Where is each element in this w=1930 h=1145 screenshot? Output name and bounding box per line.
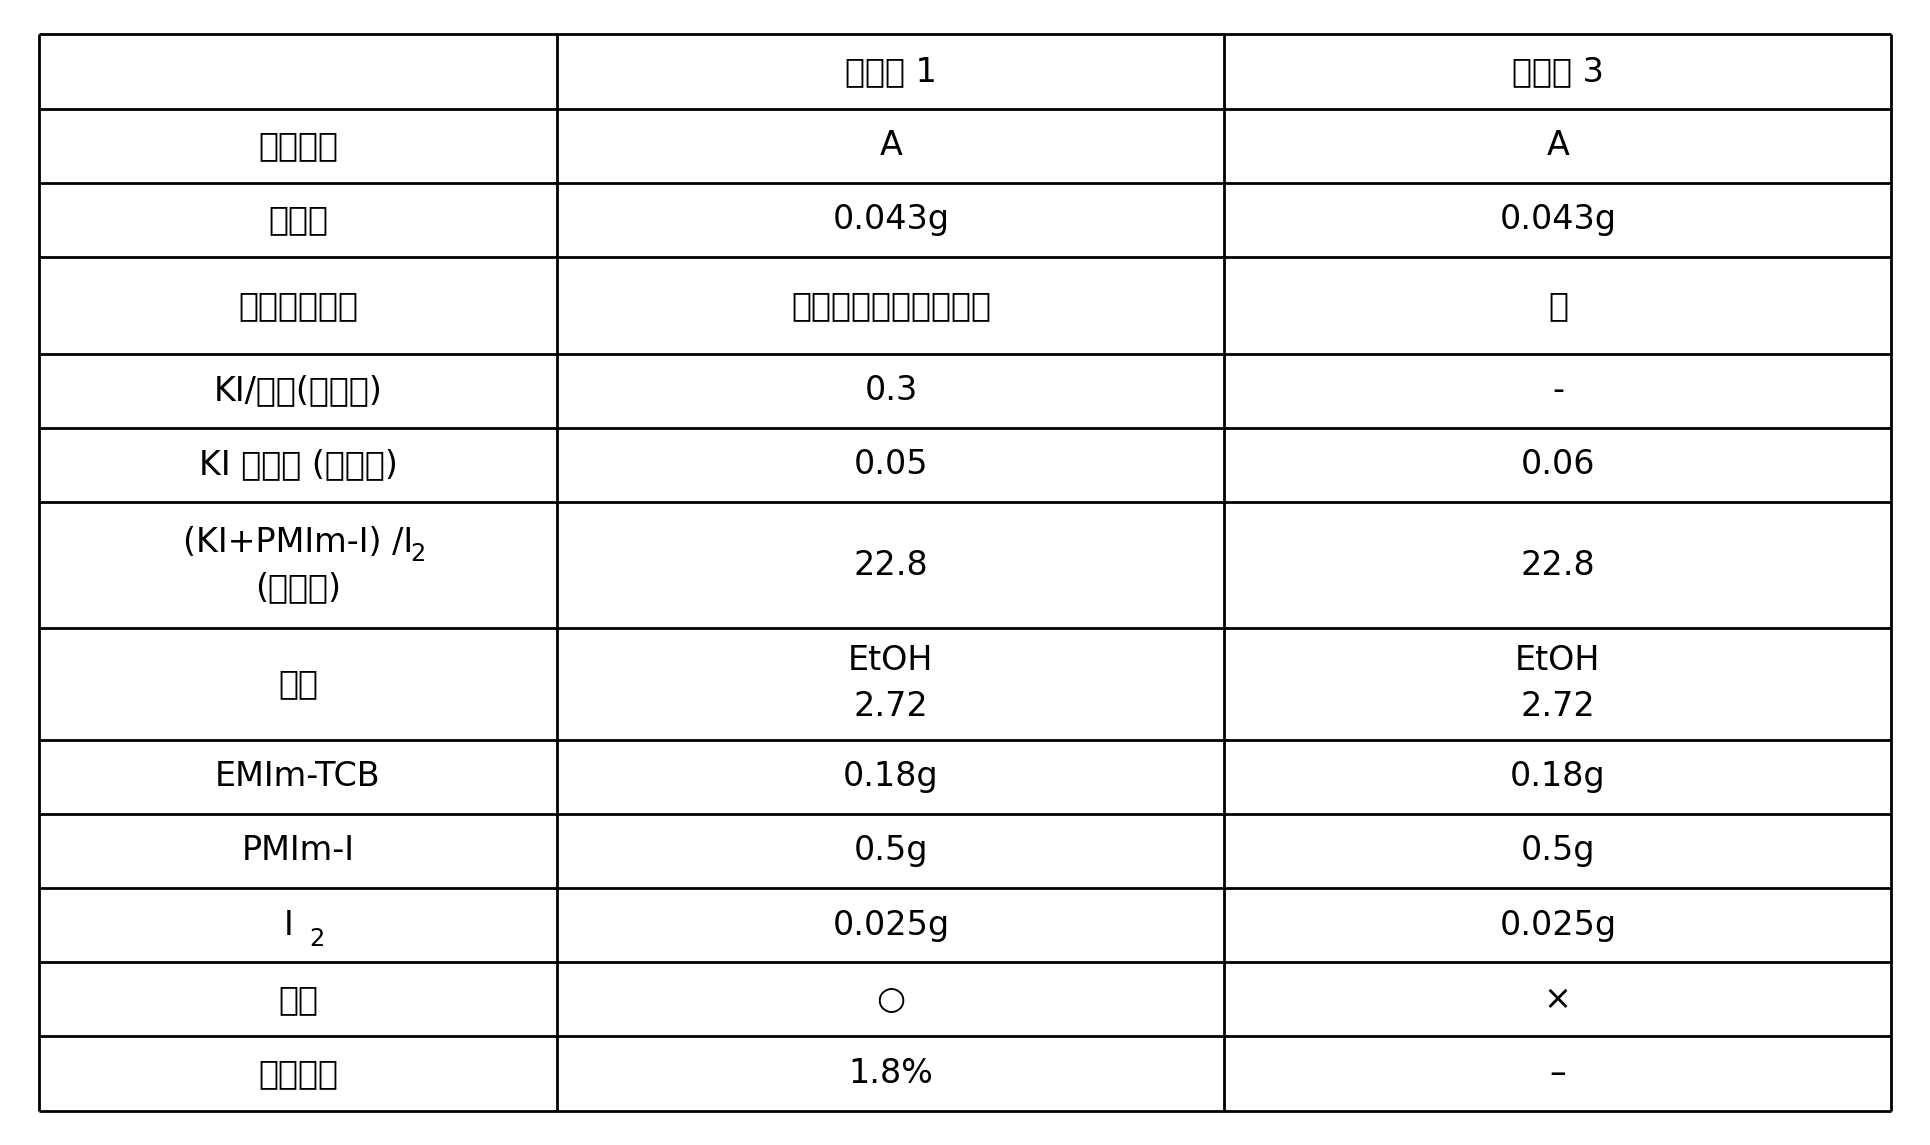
Text: 0.05: 0.05 — [853, 449, 928, 481]
Text: 溶剂: 溶剂 — [278, 668, 318, 701]
Text: KI/树脂(重量比): KI/树脂(重量比) — [214, 374, 382, 408]
Text: EMIm-TCB: EMIm-TCB — [214, 760, 380, 793]
Text: 碰化钓: 碰化钓 — [268, 204, 328, 236]
Text: 0.18g: 0.18g — [1509, 760, 1606, 793]
Text: 比较例 3: 比较例 3 — [1511, 55, 1604, 88]
Text: 制造方法: 制造方法 — [259, 129, 338, 163]
Text: 转换效率: 转换效率 — [259, 1057, 338, 1090]
Text: ○: ○ — [876, 982, 905, 1016]
Text: 0.025g: 0.025g — [1500, 909, 1617, 941]
Text: 1.8%: 1.8% — [849, 1057, 934, 1090]
Text: –: – — [1550, 1057, 1567, 1090]
Text: A: A — [1546, 129, 1569, 163]
Text: 0.06: 0.06 — [1521, 449, 1596, 481]
Text: 阳离子型纤维素衍生物: 阳离子型纤维素衍生物 — [791, 289, 990, 322]
Text: 实施例 1: 实施例 1 — [845, 55, 936, 88]
Text: 漏液: 漏液 — [278, 982, 318, 1016]
Text: EtOH
2.72: EtOH 2.72 — [847, 645, 934, 724]
Text: 22.8: 22.8 — [853, 548, 928, 582]
Text: -: - — [1552, 374, 1563, 408]
Text: 0.043g: 0.043g — [832, 204, 950, 236]
Text: 无: 无 — [1548, 289, 1567, 322]
Text: 2: 2 — [309, 926, 324, 950]
Text: ×: × — [1544, 982, 1571, 1016]
Text: 0.18g: 0.18g — [843, 760, 938, 793]
Text: 0.5g: 0.5g — [853, 835, 928, 868]
Text: 0.3: 0.3 — [865, 374, 917, 408]
Text: 0.5g: 0.5g — [1521, 835, 1596, 868]
Text: 0.043g: 0.043g — [1500, 204, 1617, 236]
Text: 0.025g: 0.025g — [832, 909, 950, 941]
Text: (摩尔比): (摩尔比) — [255, 571, 342, 605]
Text: 22.8: 22.8 — [1521, 548, 1596, 582]
Text: KI 的比例 (重量比): KI 的比例 (重量比) — [199, 449, 398, 481]
Text: 纤维素类树脂: 纤维素类树脂 — [237, 289, 357, 322]
Text: 2: 2 — [409, 542, 425, 566]
Text: EtOH
2.72: EtOH 2.72 — [1515, 645, 1600, 724]
Text: A: A — [880, 129, 903, 163]
Text: I: I — [284, 909, 293, 941]
Text: (KI+PMIm-I) /I: (KI+PMIm-I) /I — [183, 526, 413, 559]
Text: PMIm-I: PMIm-I — [241, 835, 355, 868]
